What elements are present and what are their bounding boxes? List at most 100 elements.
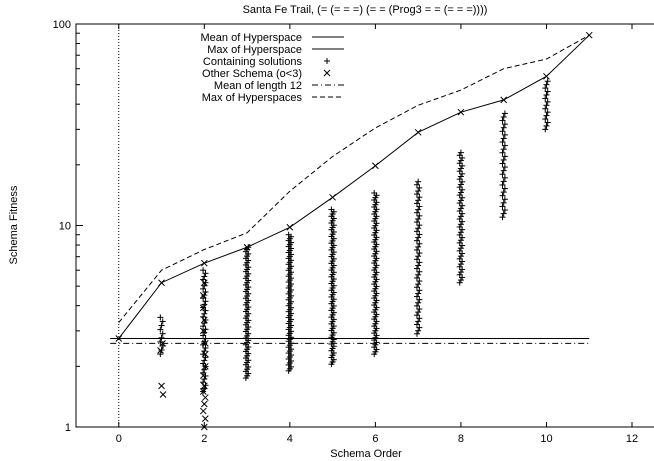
legend-label: Containing solutions: [203, 56, 303, 68]
solution-point: [413, 246, 420, 253]
solution-point: [543, 81, 550, 88]
x-tick-label: 12: [626, 433, 638, 445]
solution-point: [457, 213, 464, 220]
other-schema-point: [201, 415, 209, 423]
solution-point: [415, 243, 422, 250]
series-5: [118, 34, 590, 323]
other-schema-point: [200, 400, 208, 408]
solution-point: [201, 292, 208, 299]
solution-point: [202, 354, 209, 361]
solution-point: [200, 332, 207, 339]
solution-point: [416, 296, 423, 303]
x-tick-label: 0: [116, 433, 122, 445]
solution-point: [456, 279, 463, 286]
legend-marker-plus: [324, 58, 330, 64]
solution-point: [413, 284, 420, 291]
solution-point: [501, 164, 508, 171]
solution-point: [457, 221, 464, 228]
solution-point: [416, 250, 423, 257]
solution-point: [457, 237, 464, 244]
other-schema-point: [201, 350, 209, 358]
solution-point: [200, 341, 207, 348]
solution-point: [542, 85, 549, 92]
legend-label: Mean of length 12: [214, 80, 302, 92]
solution-point: [500, 135, 507, 142]
solution-point: [456, 168, 463, 175]
solution-point: [501, 196, 508, 203]
axis-ticks: 0 2 4 6 8 10 12 1 10 100: [53, 19, 638, 445]
solution-point: [456, 231, 463, 238]
x-tick-label: 2: [201, 433, 207, 445]
max-hyperspace-point: [158, 279, 165, 287]
other-schema-point: [199, 407, 207, 415]
other-schema-point: [159, 340, 166, 347]
solution-point: [456, 160, 463, 167]
solution-point: [542, 116, 549, 123]
solution-point: [415, 187, 422, 194]
solution-point: [371, 189, 378, 196]
max-hyperspace-point: [329, 193, 336, 201]
solution-point: [415, 206, 422, 213]
solution-point: [542, 105, 549, 112]
marker-layer: [115, 31, 593, 431]
solution-point: [201, 357, 208, 364]
legend-label: Max of Hyperspaces: [202, 92, 303, 104]
solution-point: [457, 269, 464, 276]
solution-point: [499, 117, 506, 124]
other-schema-point: [201, 394, 209, 401]
other-schema-point: [200, 382, 208, 390]
solution-point: [415, 327, 422, 334]
y-tick-label: 100: [53, 19, 71, 31]
solution-point: [415, 215, 422, 222]
solution-point: [457, 173, 464, 180]
solution-point: [456, 215, 463, 222]
x-tick-label: 10: [540, 433, 552, 445]
other-schema-point: [157, 347, 164, 354]
solution-point: [159, 318, 166, 325]
solution-point: [456, 192, 463, 199]
other-schema-point: [199, 388, 207, 395]
other-schema-point: [159, 391, 167, 398]
solution-point: [202, 316, 209, 323]
max-hyperspace-point: [585, 31, 593, 39]
solution-point: [501, 185, 508, 192]
solution-point: [457, 277, 464, 284]
solution-point: [543, 112, 550, 119]
solution-point: [413, 293, 420, 300]
max-hyperspace-point: [457, 108, 465, 116]
solution-point: [413, 200, 420, 207]
solution-point: [457, 149, 464, 156]
solution-point: [285, 231, 292, 238]
solution-point: [457, 165, 464, 172]
max-hyperspace-point: [286, 223, 294, 231]
other-schema-point: [200, 423, 208, 431]
solution-point: [416, 184, 423, 191]
solution-point: [416, 222, 423, 229]
solution-point: [413, 302, 420, 309]
solution-point: [413, 228, 420, 235]
solution-point: [416, 287, 423, 294]
other-schema-point: [199, 304, 207, 312]
solution-point: [413, 274, 420, 281]
solution-point: [457, 181, 464, 188]
solution-point: [456, 176, 463, 183]
solution-point: [157, 351, 164, 358]
solution-point: [413, 191, 420, 198]
solution-point: [202, 279, 209, 286]
solution-point: [501, 174, 508, 181]
max-hyperspace-point: [115, 335, 123, 342]
solution-point: [543, 122, 550, 129]
other-schema-point: [201, 362, 209, 370]
solution-point: [500, 156, 507, 163]
solution-point: [499, 128, 506, 135]
solution-point: [416, 315, 423, 322]
solution-point: [456, 263, 463, 270]
solution-point: [415, 178, 422, 185]
solution-point: [500, 199, 507, 206]
solution-point: [500, 210, 507, 217]
x-tick-label: 6: [372, 433, 378, 445]
solution-point: [500, 189, 507, 196]
legend-marker-cross: [323, 69, 331, 77]
solution-point: [544, 98, 551, 105]
